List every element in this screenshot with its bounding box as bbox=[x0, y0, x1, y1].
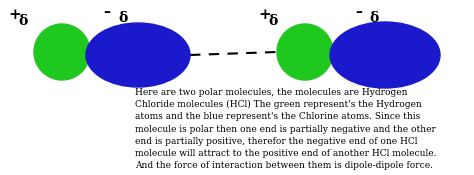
Text: δ: δ bbox=[18, 14, 27, 28]
Text: Here are two polar molecules, the molecules are Hydrogen
Chloride molecules (HCl: Here are two polar molecules, the molecu… bbox=[135, 88, 437, 170]
Text: –: – bbox=[355, 5, 362, 19]
Text: δ: δ bbox=[268, 14, 277, 28]
Text: +: + bbox=[8, 8, 21, 22]
Ellipse shape bbox=[330, 22, 440, 88]
Ellipse shape bbox=[277, 24, 333, 80]
Text: –: – bbox=[103, 5, 110, 19]
Ellipse shape bbox=[86, 23, 190, 87]
Text: +: + bbox=[258, 8, 271, 22]
Text: δ: δ bbox=[118, 11, 127, 25]
Text: δ: δ bbox=[369, 11, 378, 25]
Ellipse shape bbox=[34, 24, 90, 80]
